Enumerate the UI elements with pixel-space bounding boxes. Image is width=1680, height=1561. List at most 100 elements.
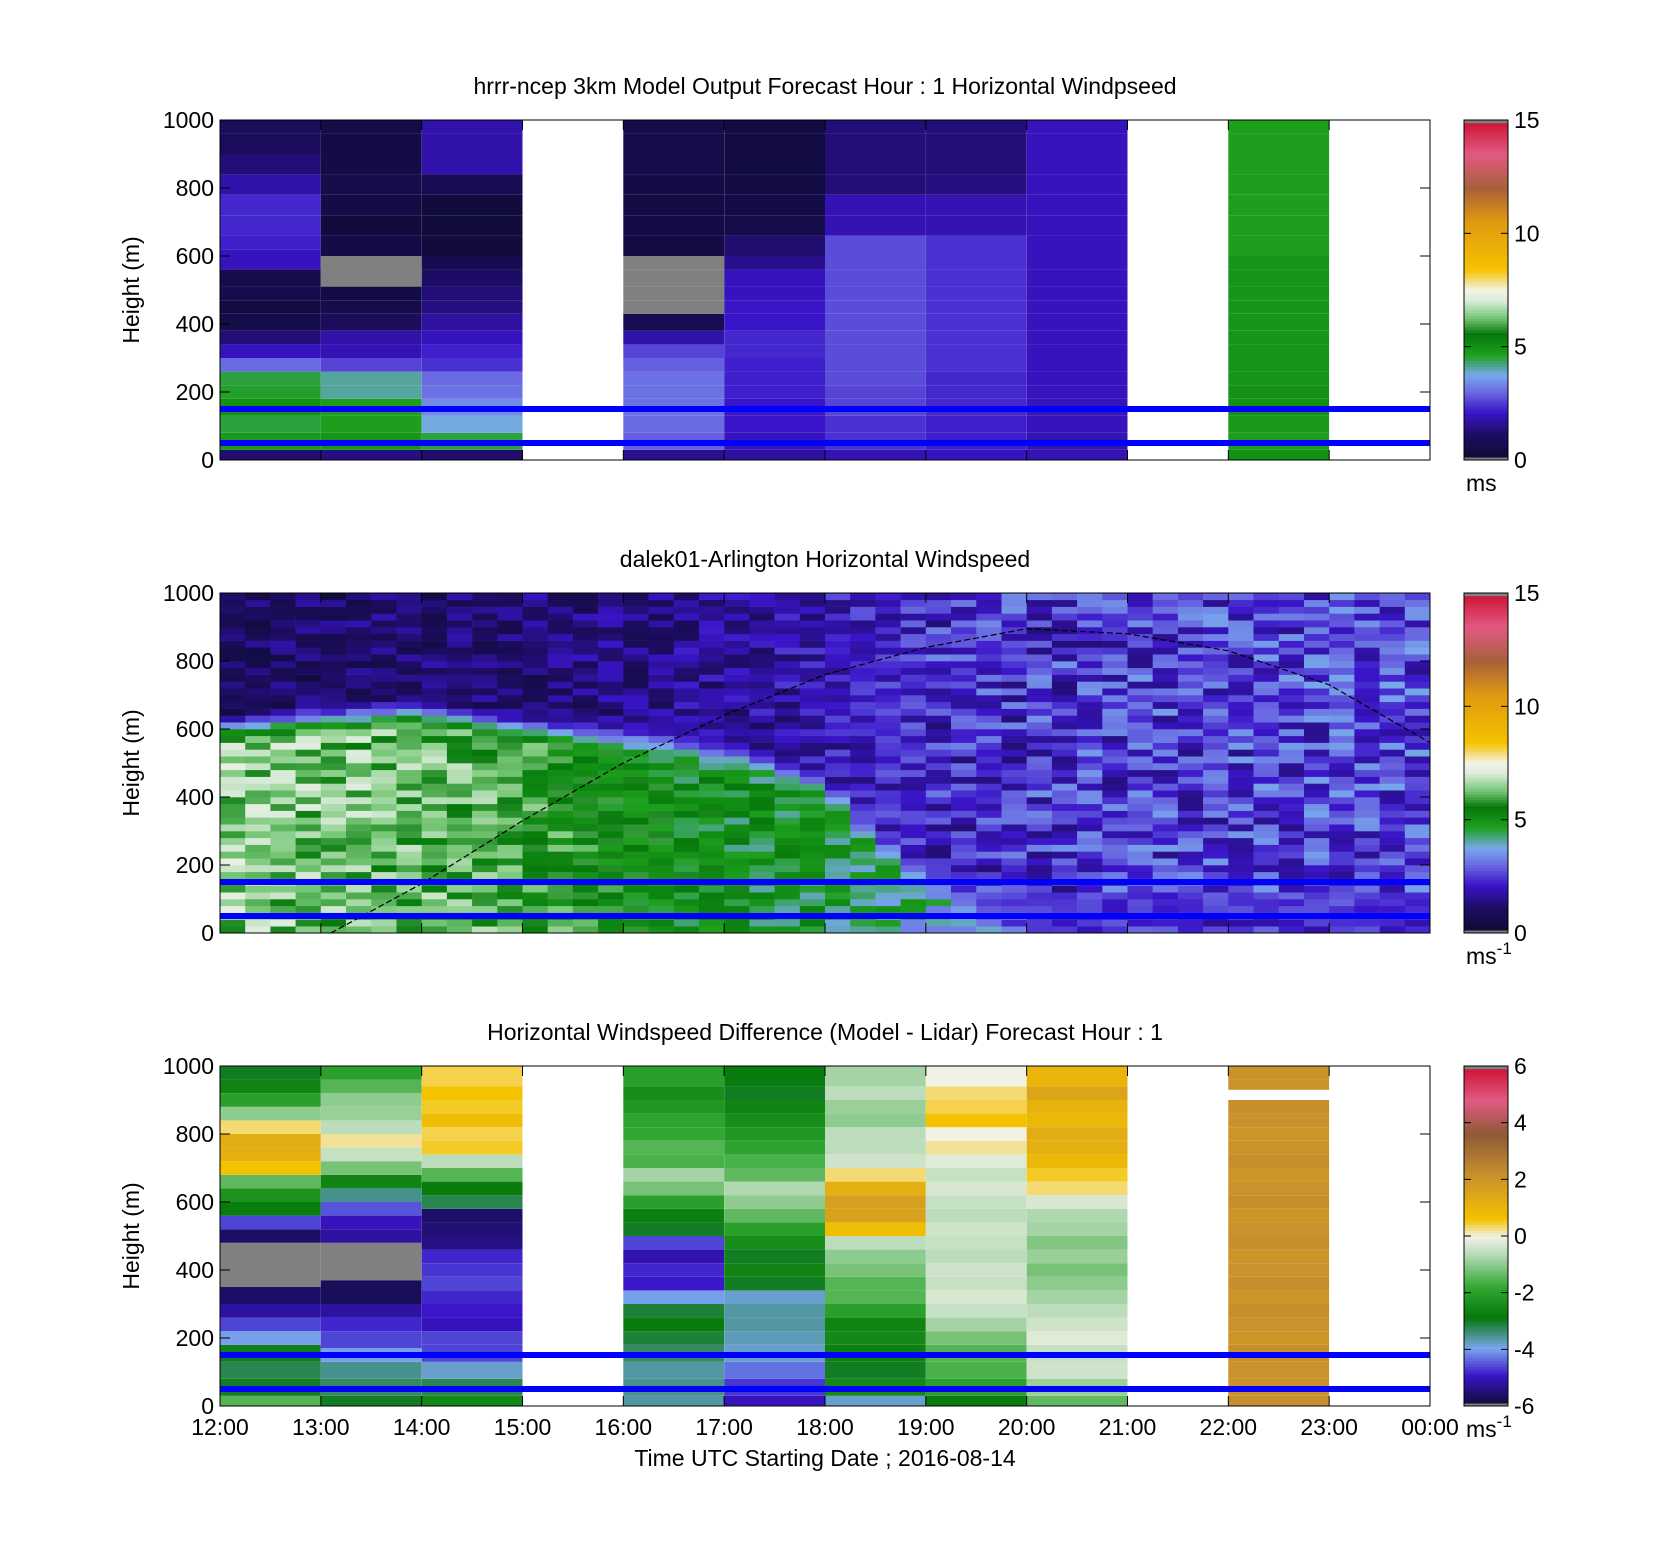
heatmap-cell [346,763,372,771]
heatmap-cell [421,865,448,873]
heatmap-cell [598,695,624,703]
heatmap-cell [724,783,750,791]
colorbar-segment [1464,1148,1508,1152]
heatmap-cell [295,729,322,737]
heatmap-cell [1404,735,1431,743]
heatmap-cell [1228,654,1254,662]
heatmap-cell [749,865,775,873]
y-tick-label: 800 [176,1121,214,1147]
heatmap-cell [472,844,498,852]
colorbar-segment [1464,1108,1508,1112]
heatmap-cell [623,1181,725,1196]
heatmap-cell [472,926,498,934]
heatmap-cell [1077,661,1103,669]
heatmap-cell [900,715,927,723]
heatmap-cell [1304,803,1330,811]
heatmap-cell [547,844,574,852]
heatmap-cell [1102,756,1128,764]
heatmap-cell [976,865,1002,873]
colorbar-segment [1464,1213,1508,1217]
heatmap-cell [1203,790,1229,798]
heatmap-cell [850,797,876,805]
colorbar-segment [1464,1196,1508,1200]
heatmap-cell [1026,824,1053,832]
heatmap-cell [623,174,725,195]
colorbar-segment [1464,309,1508,314]
heatmap-cell [1077,858,1103,866]
heatmap-cell [220,330,321,345]
heatmap-cell [421,742,448,750]
heatmap-cell [774,688,801,696]
heatmap-cell [976,695,1002,703]
heatmap-cell [421,133,523,154]
heatmap-cell [295,763,322,771]
heatmap-cell [1152,790,1179,798]
heatmap-cell [245,858,271,866]
heatmap-cell [1379,606,1406,614]
heatmap-cell [320,742,347,750]
heatmap-cell [1077,926,1103,934]
heatmap-cell [598,640,624,648]
heatmap-cell [623,599,649,607]
colorbar-segment [1464,700,1508,704]
heatmap-cell [421,120,523,134]
heatmap-cell [220,844,246,852]
heatmap-cell [320,1395,422,1406]
heatmap-cell [951,640,977,648]
heatmap-cell [446,613,473,621]
colorbar-segment [1464,1077,1508,1081]
heatmap-cell [1127,797,1153,805]
heatmap-cell [976,892,1002,900]
heatmap-cell [925,776,952,784]
heatmap-cell [1051,769,1078,777]
heatmap-cell [875,627,901,635]
colorbar-segment [1464,1190,1508,1194]
heatmap-cell [472,817,498,825]
heatmap-cell [1304,715,1330,723]
heatmap-cell [850,905,876,913]
heatmap-cell [421,1208,523,1223]
heatmap-cell [1152,899,1179,907]
heatmap-cell [295,803,322,811]
heatmap-cell [1177,593,1204,601]
heatmap-cell [245,593,271,601]
heatmap-cell [396,606,422,614]
heatmap-cell [623,1290,725,1304]
heatmap-cell [1203,865,1229,873]
heatmap-cell [1253,763,1279,771]
heatmap-cell [446,742,473,750]
heatmap-cell [472,837,498,845]
heatmap-cell [1404,715,1431,723]
heatmap-cell [1329,892,1355,900]
colorbar-segment [1464,154,1508,158]
heatmap-cell [1379,885,1406,893]
heatmap-cell [1177,620,1204,628]
heatmap-cell [421,313,523,331]
heatmap-cell [1203,905,1229,913]
heatmap-cell [799,593,826,601]
panel-lidar-observation: 02004006008001000051015ms-1dalek01-Arlin… [118,546,1540,969]
heatmap-cell [850,851,876,859]
heatmap-cell [320,919,347,927]
heatmap-cell [220,269,321,287]
heatmap-cell [1051,695,1078,703]
heatmap-cell [522,824,548,832]
heatmap-cell [1026,654,1053,662]
heatmap-cell [976,899,1002,907]
heatmap-cell [1051,729,1078,737]
heatmap-cell [1253,756,1279,764]
heatmap-cell [572,803,599,811]
heatmap-cell [396,695,422,703]
heatmap-cell [699,885,725,893]
heatmap-cell [976,661,1002,669]
heatmap-cell [623,790,649,798]
heatmap-cell [220,763,246,771]
heatmap-cell [1203,715,1229,723]
heatmap-cell [825,844,851,852]
heatmap-cell [320,817,347,825]
heatmap-cell [497,613,523,621]
heatmap-cell [648,865,674,873]
heatmap-cell [522,722,548,730]
colorbar-segment [1464,1168,1508,1172]
